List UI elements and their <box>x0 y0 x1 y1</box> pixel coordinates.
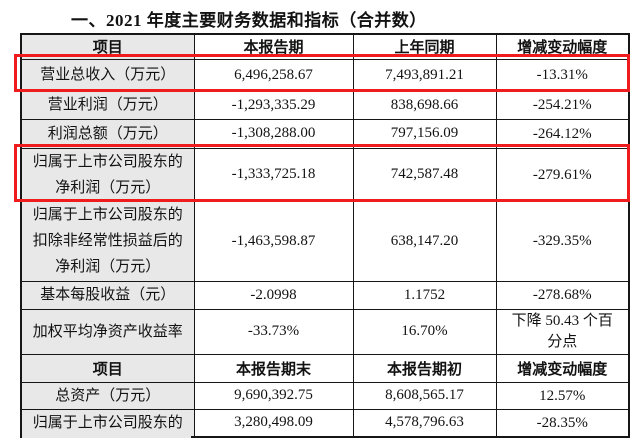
table-row-net-profit-excl-nonrecurring: 归属于上市公司股东的 扣除非经常性损益后的 净利润（万元） -1,463,598… <box>20 200 630 282</box>
header-period-end: 本报告期末 <box>193 353 354 383</box>
table-row-total-assets: 总资产（万元） 9,690,392.75 8,608,565.17 12.57% <box>20 381 630 410</box>
table-row-operating-profit: 营业利润（万元） -1,293,335.29 838,698.66 -254.2… <box>20 90 630 120</box>
value-current-period: -33.73% <box>193 308 354 355</box>
value-current-period: 6,496,258.67 <box>193 58 354 92</box>
table-row-weighted-avg-roe: 加权平均净资产收益率 -33.73% 16.70% 下降 50.43 个百 分点 <box>20 308 630 355</box>
value-prior-period: 16.70% <box>352 308 497 355</box>
header-change: 增减变动幅度 <box>495 33 630 60</box>
value-change: -28.35% <box>495 408 630 437</box>
row-label: 总资产（万元） <box>20 381 195 410</box>
value-prior-period: 4,578,796.63 <box>352 408 497 437</box>
row-label: 基本每股收益（元） <box>20 280 195 310</box>
value-prior-period: 742,587.48 <box>352 147 497 202</box>
row-label: 加权平均净资产收益率 <box>20 308 195 355</box>
value-current-period: -1,308,288.00 <box>193 118 354 149</box>
cutoff-row-continuation <box>22 432 191 438</box>
table-row-basic-eps: 基本每股收益（元） -2.0998 1.1752 -278.68% <box>20 280 630 310</box>
table-row-total-revenue: 营业总收入（万元） 6,496,258.67 7,493,891.21 -13.… <box>20 58 630 92</box>
value-current-period: 3,280,498.09 <box>193 408 354 437</box>
header-change: 增减变动幅度 <box>495 353 630 383</box>
value-change: -264.12% <box>495 118 630 149</box>
value-prior-period: 1.1752 <box>352 280 497 310</box>
value-prior-period: 7,493,891.21 <box>352 58 497 92</box>
value-prior-period: 838,698.66 <box>352 90 497 120</box>
row-label: 营业总收入（万元） <box>20 58 195 92</box>
value-prior-period: 8,608,565.17 <box>352 381 497 410</box>
value-current-period: -1,463,598.87 <box>193 200 354 282</box>
row-label: 归属于上市公司股东的 扣除非经常性损益后的 净利润（万元） <box>20 200 195 282</box>
value-prior-period: 638,147.20 <box>352 200 497 282</box>
table-row-net-profit-attributable: 归属于上市公司股东的 净利润（万元） -1,333,725.18 742,587… <box>20 147 630 202</box>
header-item: 项目 <box>20 353 195 383</box>
header-prior-period: 上年同期 <box>352 33 497 60</box>
row-label: 利润总额（万元） <box>20 118 195 149</box>
value-current-period: 9,690,392.75 <box>193 381 354 410</box>
value-change: -279.61% <box>495 147 630 202</box>
value-change: 12.57% <box>495 381 630 410</box>
header-current-period: 本报告期 <box>193 33 354 60</box>
value-change: -254.21% <box>495 90 630 120</box>
table-header-row-1: 项目 本报告期 上年同期 增减变动幅度 <box>20 33 630 60</box>
doc-title: 一、2021 年度主要财务数据和指标（合并数） <box>71 11 427 30</box>
row-label: 营业利润（万元） <box>20 90 195 120</box>
financial-table: 项目 本报告期 上年同期 增减变动幅度 营业总收入（万元） 6,496,258.… <box>20 33 630 438</box>
header-period-begin: 本报告期初 <box>352 353 497 383</box>
value-change: 下降 50.43 个百 分点 <box>495 308 630 355</box>
value-current-period: -1,293,335.29 <box>193 90 354 120</box>
table-header-row-2: 项目 本报告期末 本报告期初 增减变动幅度 <box>20 353 630 383</box>
value-change: -329.35% <box>495 200 630 282</box>
value-current-period: -1,333,725.18 <box>193 147 354 202</box>
value-current-period: -2.0998 <box>193 280 354 310</box>
row-label: 归属于上市公司股东的 净利润（万元） <box>20 147 195 202</box>
value-change: -278.68% <box>495 280 630 310</box>
header-item: 项目 <box>20 33 195 60</box>
value-prior-period: 797,156.09 <box>352 118 497 149</box>
value-change: -13.31% <box>495 58 630 92</box>
table-row-total-profit: 利润总额（万元） -1,308,288.00 797,156.09 -264.1… <box>20 118 630 149</box>
